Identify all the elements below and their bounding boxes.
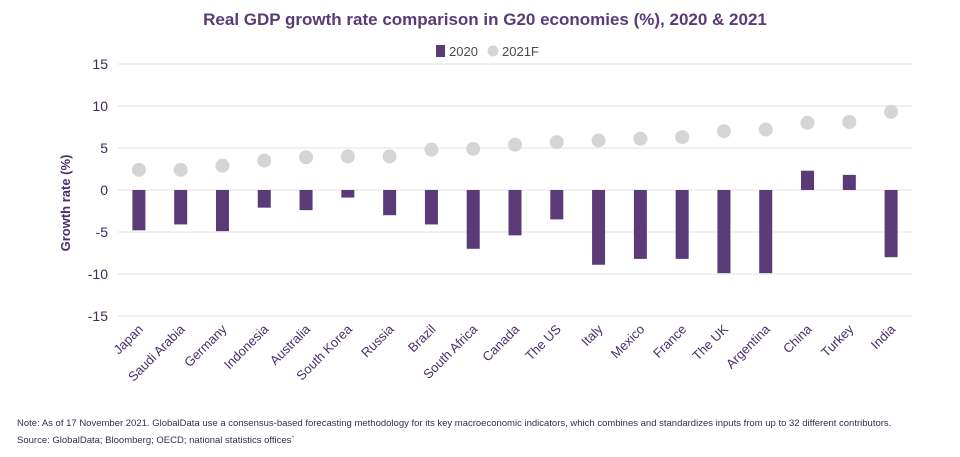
x-tick-label: The US xyxy=(522,321,564,363)
dot-2021f xyxy=(633,131,648,146)
x-tick-label: The UK xyxy=(689,321,731,363)
dot-2021f xyxy=(424,142,439,157)
y-tick-label: -5 xyxy=(96,224,109,240)
y-tick-label: 10 xyxy=(92,98,108,114)
dot-2021f xyxy=(257,153,272,168)
x-tick-label: Russia xyxy=(358,321,397,360)
x-tick-label: Argentina xyxy=(723,321,774,372)
y-axis-label: Growth rate (%) xyxy=(58,155,73,252)
bar-2020 xyxy=(842,174,856,190)
bar-2020 xyxy=(257,190,271,208)
x-tick-label: Indonesia xyxy=(221,321,272,372)
x-tick-label: France xyxy=(650,322,689,361)
x-tick-label: Italy xyxy=(578,321,606,349)
dot-2021f xyxy=(173,162,188,177)
series-2021f-dots xyxy=(131,104,899,177)
chart-legend: 2020 2021F xyxy=(436,44,539,59)
legend-swatch-2020 xyxy=(436,45,445,57)
bar-2020 xyxy=(633,190,647,259)
x-tick-label: China xyxy=(780,321,815,356)
x-tick-label: Mexico xyxy=(608,322,648,362)
x-tick-label: Brazil xyxy=(405,321,439,355)
x-tick-label: Canada xyxy=(479,321,522,364)
y-tick-label: -15 xyxy=(88,308,108,324)
bar-2020 xyxy=(801,170,815,190)
dot-2021f xyxy=(591,133,606,148)
x-tick-label: Turkey xyxy=(818,321,857,360)
bar-2020 xyxy=(508,190,522,236)
bar-2020 xyxy=(717,190,731,274)
chart-source: Source: GlobalData; Bloomberg; OECD; nat… xyxy=(17,435,295,446)
dot-2021f xyxy=(675,130,690,145)
dot-2021f xyxy=(466,141,481,156)
bar-2020 xyxy=(341,190,355,198)
dot-2021f xyxy=(215,158,230,173)
bar-2020 xyxy=(383,190,397,216)
legend-swatch-2021f xyxy=(487,45,499,57)
dot-2021f xyxy=(340,149,355,164)
series-2020-bars xyxy=(132,170,898,274)
bar-2020 xyxy=(759,190,773,274)
y-axis-ticks: 15 10 5 0 -5 -10 -15 xyxy=(88,56,108,324)
bar-2020 xyxy=(132,190,146,231)
bar-2020 xyxy=(550,190,564,220)
bar-2020 xyxy=(675,190,689,259)
dot-2021f xyxy=(842,114,857,129)
dot-2021f xyxy=(549,135,564,150)
dot-2021f xyxy=(299,150,314,165)
bar-2020 xyxy=(592,190,606,265)
y-tick-label: 0 xyxy=(100,182,108,198)
legend-label-2021f: 2021F xyxy=(502,44,539,59)
bar-2020 xyxy=(174,190,188,225)
dot-2021f xyxy=(508,137,522,152)
dot-2021f xyxy=(884,104,899,119)
dot-2021f xyxy=(758,122,773,137)
dot-2021f xyxy=(716,124,731,139)
dot-2021f xyxy=(800,115,815,130)
y-tick-label: 15 xyxy=(92,56,108,72)
bar-2020 xyxy=(424,190,438,225)
y-tick-label: 5 xyxy=(100,140,108,156)
dot-2021f xyxy=(131,162,146,177)
bar-2020 xyxy=(299,190,313,211)
dot-2021f xyxy=(382,149,397,164)
chart-note: Note: As of 17 November 2021. GlobalData… xyxy=(17,418,892,429)
x-tick-label: Japan xyxy=(110,322,146,358)
bar-2020 xyxy=(466,190,480,249)
y-tick-label: -10 xyxy=(88,266,108,282)
bar-2020 xyxy=(215,190,229,232)
bar-2020 xyxy=(884,190,898,258)
legend-label-2020: 2020 xyxy=(449,44,478,59)
x-tick-label: India xyxy=(868,321,899,352)
chart-title: Real GDP growth rate comparison in G20 e… xyxy=(203,10,767,29)
